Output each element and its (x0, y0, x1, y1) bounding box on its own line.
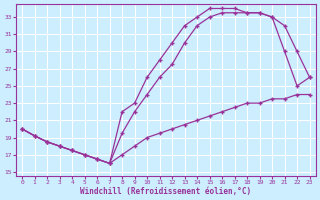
X-axis label: Windchill (Refroidissement éolien,°C): Windchill (Refroidissement éolien,°C) (80, 187, 252, 196)
